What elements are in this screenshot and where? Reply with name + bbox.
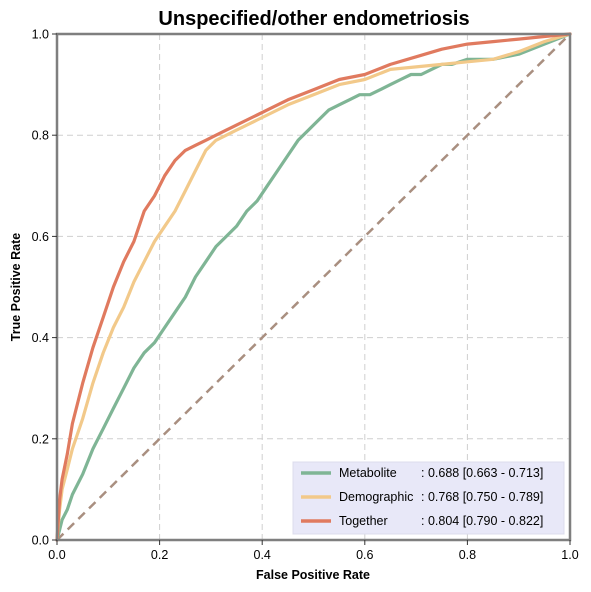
x-axis-label: False Positive Rate bbox=[256, 568, 370, 582]
y-axis-label: True Positive Rate bbox=[9, 233, 23, 341]
x-tick-label: 0.4 bbox=[254, 548, 271, 562]
y-tick-label: 0.2 bbox=[32, 432, 49, 446]
y-tick-label: 0.6 bbox=[32, 230, 49, 244]
legend: Metabolite : 0.688 [0.663 - 0.713] Demog… bbox=[293, 462, 564, 534]
legend-label-demographic: Demographic bbox=[339, 490, 413, 504]
y-tick-label: 1.0 bbox=[32, 28, 49, 42]
x-tick-label: 1.0 bbox=[561, 548, 578, 562]
legend-value-demographic: : 0.768 [0.750 - 0.789] bbox=[421, 490, 543, 504]
legend-value-together: : 0.804 [0.790 - 0.822] bbox=[421, 514, 543, 528]
x-tick-label: 0.0 bbox=[48, 548, 65, 562]
legend-label-together: Together bbox=[339, 514, 388, 528]
x-tick-label: 0.8 bbox=[459, 548, 476, 562]
y-tick-label: 0.0 bbox=[32, 534, 49, 548]
y-tick-label: 0.8 bbox=[32, 129, 49, 143]
chart-title: Unspecified/other endometriosis bbox=[158, 8, 469, 30]
x-tick-label: 0.6 bbox=[356, 548, 373, 562]
y-tick-label: 0.4 bbox=[32, 331, 49, 345]
x-tick-label: 0.2 bbox=[151, 548, 168, 562]
legend-label-metabolite: Metabolite bbox=[339, 466, 397, 480]
legend-value-metabolite: : 0.688 [0.663 - 0.713] bbox=[421, 466, 543, 480]
